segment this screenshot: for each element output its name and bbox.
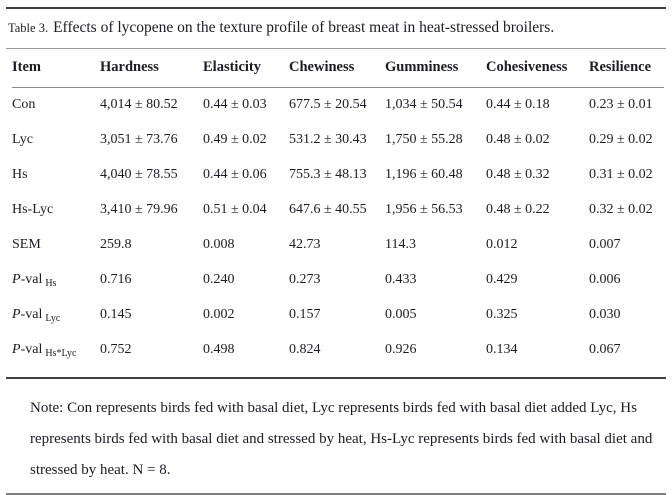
cell-gumminess: 0.433 [385,271,417,287]
col-header-gumminess: Gumminess [385,49,486,88]
cell-chewiness: 0.157 [289,306,321,322]
top-rule [6,7,666,9]
col-header-cohesiveness: Cohesiveness [486,49,589,88]
table-body: Con 4,014 ± 80.52 0.44 ± 0.03 677.5 ± 20… [12,87,664,367]
cell-chewiness: 647.6 ± 40.55 [289,201,367,217]
cell-chewiness: 755.3 ± 48.13 [289,166,367,182]
table-note: Note: Con represents birds fed with basa… [30,400,653,478]
cell-cohesiveness: 0.134 [486,341,518,357]
cell-resilience: 0.23 ± 0.01 [589,96,653,112]
cell-cohesiveness: 0.325 [486,306,518,322]
cell-gumminess: 1,034 ± 50.54 [385,96,463,112]
row-label: SEM [12,227,100,262]
row-label: P-val Hs [12,262,100,297]
row-label: Lyc [12,122,100,157]
cell-elasticity: 0.51 ± 0.04 [203,201,267,217]
cell-gumminess: 1,750 ± 55.28 [385,131,463,147]
col-header-elasticity: Elasticity [203,49,289,88]
cell-hardness: 0.145 [100,306,132,322]
cell-elasticity: 0.498 [203,341,235,357]
cell-elasticity: 0.44 ± 0.03 [203,96,267,112]
table-row: SEM 259.8 0.008 42.73 114.3 0.012 0.007 [12,227,664,262]
cell-hardness: 4,040 ± 78.55 [100,166,178,182]
col-header-hardness: Hardness [100,49,203,88]
page-bottom-rule [6,493,666,495]
paper-table-figure: Table 3. Effects of lycopene on the textu… [0,7,672,495]
row-label-main: Lyc [12,131,33,147]
cell-hardness: 0.752 [100,341,132,357]
col-header-chewiness: Chewiness [289,49,385,88]
table-caption: Table 3. Effects of lycopene on the textu… [8,17,662,39]
col-header-item: Item [12,49,100,88]
table-row: P-val Hs 0.716 0.240 0.273 0.433 0.429 0.… [12,262,664,297]
cell-cohesiveness: 0.012 [486,236,518,252]
cell-gumminess: 0.926 [385,341,417,357]
row-label-main: SEM [12,236,41,252]
table-bottom-rule [6,377,666,379]
table-title-text: Effects of lycopene on the texture profi… [53,19,555,36]
row-label-prefix: P [12,341,21,357]
cell-gumminess: 114.3 [385,236,416,252]
cell-chewiness: 0.824 [289,341,321,357]
cell-chewiness: 677.5 ± 20.54 [289,96,367,112]
cell-cohesiveness: 0.48 ± 0.32 [486,166,550,182]
cell-elasticity: 0.002 [203,306,235,322]
row-label-prefix: P [12,271,21,287]
cell-cohesiveness: 0.48 ± 0.22 [486,201,550,217]
table-row: Hs-Lyc 3,410 ± 79.96 0.51 ± 0.04 647.6 ±… [12,192,664,227]
cell-resilience: 0.32 ± 0.02 [589,201,653,217]
cell-resilience: 0.067 [589,341,621,357]
row-label-subscript: Lyc [45,312,61,324]
cell-elasticity: 0.44 ± 0.06 [203,166,267,182]
caption-divider-rule [6,48,666,49]
row-label-subscript: Hs*Lyc [45,347,77,359]
cell-hardness: 259.8 [100,236,132,252]
row-label-main: Hs-Lyc [12,201,54,217]
cell-chewiness: 42.73 [289,236,321,252]
row-label-main: -val [20,341,43,357]
cell-elasticity: 0.240 [203,271,235,287]
cell-resilience: 0.31 ± 0.02 [589,166,653,182]
cell-hardness: 0.716 [100,271,132,287]
header-row: Item Hardness Elasticity Chewiness Gummi… [12,49,664,88]
cell-cohesiveness: 0.429 [486,271,518,287]
table-number-label: Table 3. [8,21,49,35]
row-label: Hs-Lyc [12,192,100,227]
cell-resilience: 0.007 [589,236,621,252]
col-header-resilience: Resilience [589,49,664,88]
cell-gumminess: 1,196 ± 60.48 [385,166,463,182]
row-label-subscript: Hs [45,277,57,289]
cell-elasticity: 0.008 [203,236,235,252]
cell-cohesiveness: 0.48 ± 0.02 [486,131,550,147]
row-label-main: -val [20,271,43,287]
row-label: P-val Lyc [12,297,100,332]
table-row: Hs 4,040 ± 78.55 0.44 ± 0.06 755.3 ± 48.… [12,157,664,192]
table-header: Item Hardness Elasticity Chewiness Gummi… [12,49,664,88]
cell-hardness: 3,410 ± 79.96 [100,201,178,217]
table-row: P-val Lyc 0.145 0.002 0.157 0.005 0.325 0… [12,297,664,332]
row-label: P-val Hs*Lyc [12,332,100,367]
row-label: Con [12,87,100,122]
row-label-main: -val [20,306,43,322]
table-row: P-val Hs*Lyc 0.752 0.498 0.824 0.926 0.13… [12,332,664,367]
cell-resilience: 0.29 ± 0.02 [589,131,653,147]
cell-resilience: 0.006 [589,271,621,287]
row-label-main: Hs [12,166,28,182]
cell-resilience: 0.030 [589,306,621,322]
cell-gumminess: 1,956 ± 56.53 [385,201,463,217]
table-row: Con 4,014 ± 80.52 0.44 ± 0.03 677.5 ± 20… [12,87,664,122]
cell-hardness: 4,014 ± 80.52 [100,96,178,112]
row-label-main: Con [12,96,36,112]
row-label-prefix: P [12,306,21,322]
table-row: Lyc 3,051 ± 73.76 0.49 ± 0.02 531.2 ± 30… [12,122,664,157]
cell-chewiness: 531.2 ± 30.43 [289,131,367,147]
cell-cohesiveness: 0.44 ± 0.18 [486,96,550,112]
cell-elasticity: 0.49 ± 0.02 [203,131,267,147]
cell-chewiness: 0.273 [289,271,321,287]
cell-hardness: 3,051 ± 73.76 [100,131,178,147]
row-label: Hs [12,157,100,192]
cell-gumminess: 0.005 [385,306,417,322]
texture-profile-table: Item Hardness Elasticity Chewiness Gummi… [12,49,664,367]
